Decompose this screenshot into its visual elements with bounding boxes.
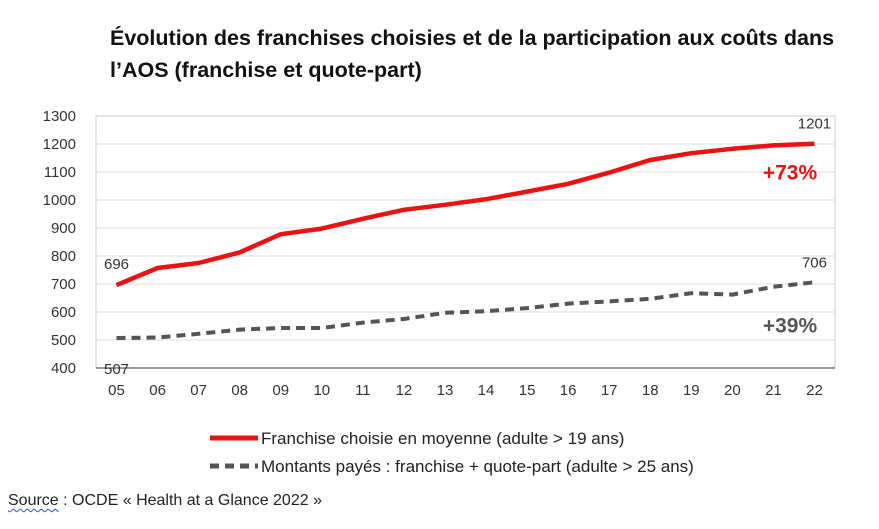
x-tick-label: 19 <box>683 382 700 399</box>
change-label: +73% <box>763 162 818 185</box>
source-text: OCDE « Health at a Glance 2022 » <box>72 492 322 509</box>
x-tick-label: 05 <box>108 382 125 399</box>
x-tick-label: 18 <box>642 382 659 399</box>
y-tick-label: 1200 <box>43 136 76 153</box>
source-separator: : <box>58 492 73 509</box>
change-label: +39% <box>763 314 818 337</box>
x-tick-label: 17 <box>601 382 618 399</box>
legend-label: Franchise choisie en moyenne (adulte > 1… <box>261 429 624 448</box>
x-tick-label: 16 <box>560 382 577 399</box>
first-value-label: 696 <box>104 256 129 273</box>
x-tick-label: 10 <box>313 382 330 399</box>
y-tick-label: 1300 <box>43 108 76 125</box>
x-tick-label: 14 <box>478 382 495 399</box>
series-line-1 <box>115 141 815 288</box>
first-value-label: 507 <box>104 361 129 378</box>
x-tick-label: 15 <box>519 382 536 399</box>
y-tick-label: 700 <box>51 276 76 293</box>
x-tick-label: 08 <box>231 382 248 399</box>
x-tick-label: 11 <box>355 382 371 399</box>
chart-title: Évolution des franchises choisies et de … <box>110 26 835 82</box>
legend-label: Montants payés : franchise + quote-part … <box>261 457 694 476</box>
y-tick-label: 900 <box>51 220 76 237</box>
x-tick-label: 06 <box>149 382 166 399</box>
y-tick-label: 1100 <box>44 164 76 181</box>
y-tick-label: 500 <box>51 332 76 349</box>
y-tick-label: 600 <box>51 304 76 321</box>
source-note: Source : OCDE « Health at a Glance 2022 … <box>8 492 322 510</box>
x-tick-label: 21 <box>765 382 782 399</box>
x-tick-label: 13 <box>437 382 454 399</box>
x-tick-label: 09 <box>272 382 289 399</box>
last-value-label: 1201 <box>798 116 831 133</box>
y-tick-label: 1000 <box>43 192 76 209</box>
source-label: Source <box>8 492 59 509</box>
x-tick-label: 20 <box>724 382 741 399</box>
last-value-label: 706 <box>802 254 827 271</box>
series-line-2 <box>116 280 815 340</box>
y-tick-label: 400 <box>51 360 76 377</box>
y-tick-label: 800 <box>51 248 76 265</box>
x-tick-label: 12 <box>396 382 413 399</box>
plot-area <box>95 115 836 369</box>
x-tick-label: 22 <box>806 382 823 399</box>
x-tick-label: 07 <box>190 382 207 399</box>
